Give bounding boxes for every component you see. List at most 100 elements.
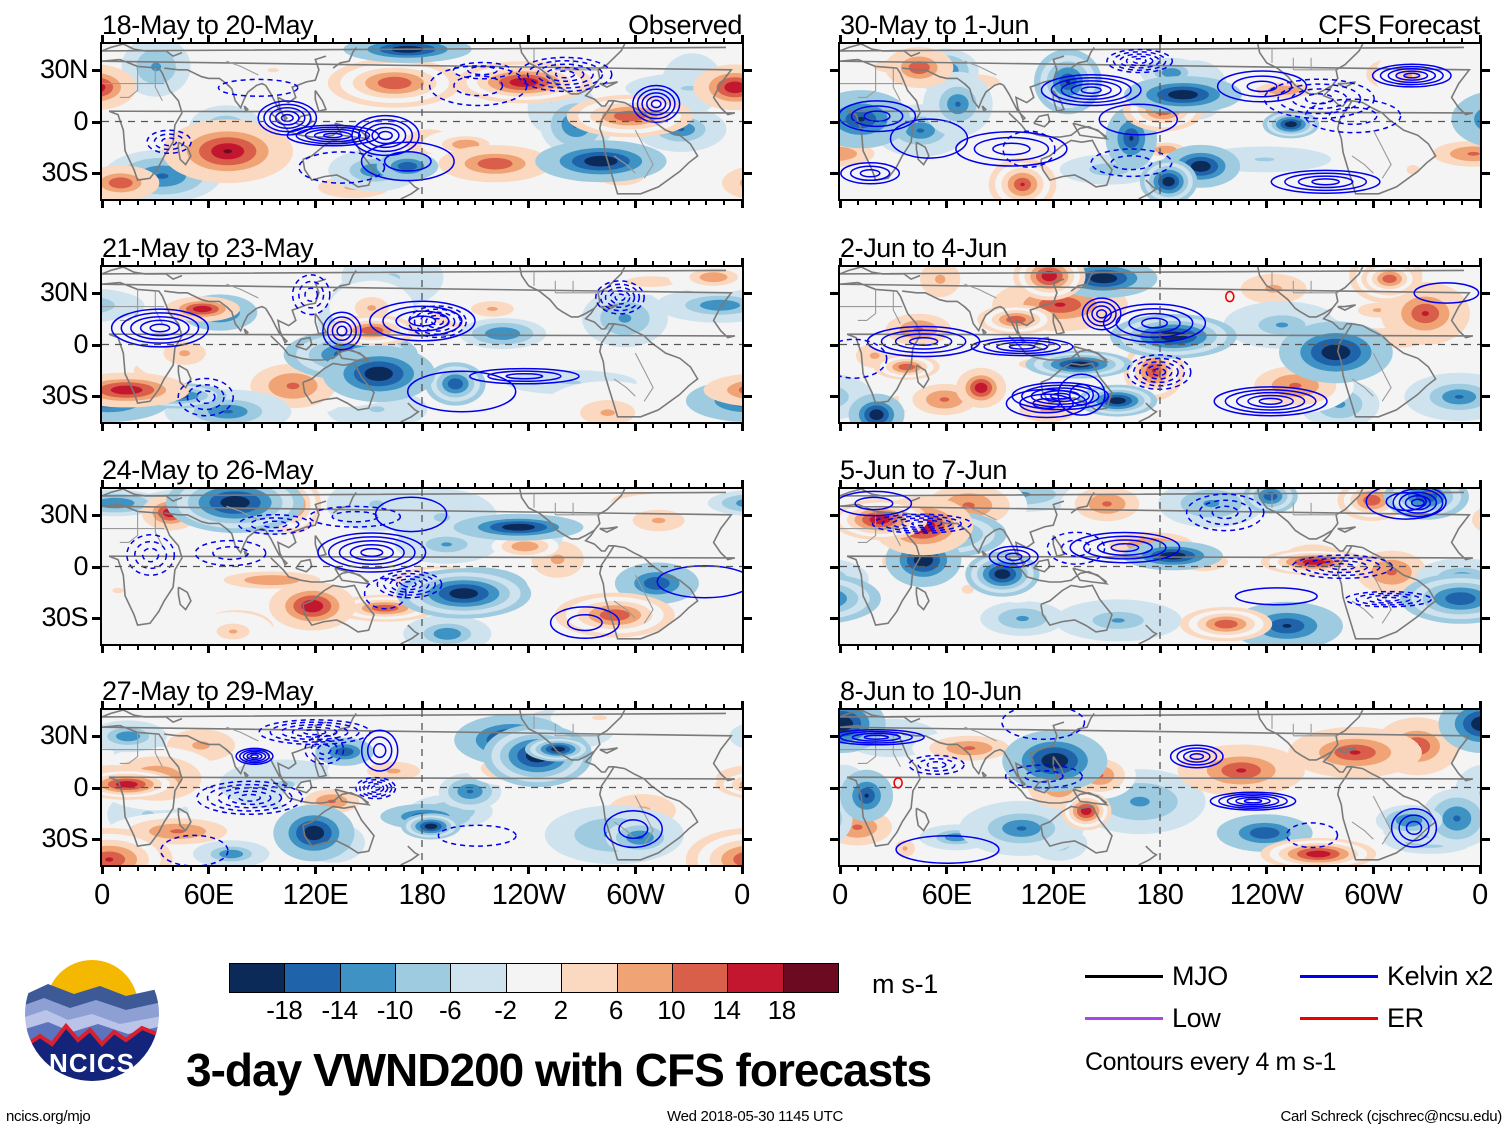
x-tick-mark	[136, 38, 139, 43]
x-tick-mark	[669, 261, 672, 266]
colorbar	[229, 963, 839, 993]
x-tick-mark	[1478, 35, 1482, 43]
x-tick-mark	[1176, 261, 1179, 266]
footer-link[interactable]: ncics.org/mjo	[6, 1108, 91, 1125]
x-tick-mark	[616, 423, 619, 428]
x-tick-label: 60W	[1344, 879, 1403, 911]
x-tick-mark	[892, 261, 895, 266]
x-tick-mark	[349, 704, 352, 709]
x-tick-mark	[1194, 200, 1197, 205]
x-tick-mark	[616, 645, 619, 650]
x-tick-mark	[100, 423, 104, 431]
x-tick-mark	[154, 483, 157, 488]
x-tick-mark	[1247, 645, 1250, 650]
x-tick-mark	[225, 483, 228, 488]
x-tick-mark	[1123, 423, 1126, 428]
x-tick-mark	[349, 261, 352, 266]
x-tick-mark	[963, 704, 966, 709]
x-tick-mark	[1407, 866, 1410, 871]
x-tick-mark	[189, 38, 192, 43]
x-tick-mark	[332, 866, 335, 871]
x-tick-mark	[1194, 704, 1197, 709]
x-tick-mark	[509, 645, 512, 650]
legend-line-swatch	[1300, 1017, 1378, 1020]
x-tick-mark	[154, 261, 157, 266]
x-tick-mark	[999, 200, 1001, 205]
legend-item-low: Low	[1085, 1005, 1221, 1032]
x-tick-mark	[927, 38, 930, 43]
x-tick-mark	[545, 866, 548, 871]
x-tick-mark	[1070, 483, 1073, 488]
x-tick-mark	[892, 200, 895, 205]
x-tick-mark	[1283, 261, 1286, 266]
x-tick-mark	[1407, 704, 1410, 709]
x-tick-mark	[1034, 200, 1037, 205]
x-tick-mark	[527, 258, 531, 266]
y-tick-mark	[92, 617, 101, 621]
y-tick-mark	[830, 617, 839, 621]
x-tick-mark	[945, 423, 949, 431]
x-tick-mark	[118, 38, 121, 43]
x-tick-mark	[278, 866, 281, 871]
map-field	[100, 265, 744, 424]
x-tick-mark	[838, 645, 842, 653]
x-tick-label: 0	[94, 879, 110, 911]
x-tick-mark	[945, 701, 949, 709]
y-tick-mark	[92, 838, 101, 842]
x-tick-mark	[136, 483, 139, 488]
x-tick-mark	[225, 645, 228, 650]
x-tick-mark	[598, 866, 601, 871]
y-tick-mark	[830, 786, 839, 790]
x-tick-mark	[740, 200, 744, 208]
x-tick-mark	[527, 480, 531, 488]
x-tick-mark	[172, 866, 175, 871]
x-tick-mark	[1390, 645, 1393, 650]
x-tick-mark	[1141, 645, 1144, 650]
x-tick-mark	[456, 866, 459, 871]
x-tick-mark	[189, 483, 192, 488]
forecast-label: CFS Forecast	[1318, 10, 1480, 40]
x-tick-mark	[705, 483, 708, 488]
x-tick-mark	[1176, 38, 1179, 43]
x-tick-mark	[1141, 38, 1144, 43]
x-tick-mark	[910, 483, 913, 488]
x-tick-mark	[999, 866, 1001, 871]
x-tick-mark	[1051, 866, 1055, 874]
x-tick-mark	[527, 200, 531, 208]
legend-label: MJO	[1172, 961, 1228, 991]
y-tick-mark	[1481, 343, 1490, 347]
x-tick-mark	[1443, 200, 1446, 205]
x-tick-mark	[1230, 866, 1233, 871]
x-tick-mark	[1141, 200, 1144, 205]
panel-title: 30-May to 1-Jun	[840, 10, 1030, 40]
x-tick-mark	[1141, 704, 1144, 709]
x-tick-mark	[367, 645, 370, 650]
x-tick-mark	[118, 261, 121, 266]
x-tick-label: 0	[1472, 879, 1488, 911]
x-tick-mark	[1212, 423, 1215, 428]
x-tick-mark	[1407, 261, 1410, 266]
x-tick-mark	[332, 423, 335, 428]
x-tick-mark	[616, 38, 619, 43]
x-tick-mark	[261, 261, 263, 266]
x-tick-mark	[1158, 35, 1162, 43]
x-tick-mark	[598, 704, 601, 709]
x-tick-mark	[1301, 200, 1304, 205]
x-tick-mark	[927, 645, 930, 650]
x-tick-mark	[563, 261, 566, 266]
x-tick-mark	[563, 645, 566, 650]
x-tick-mark	[261, 704, 263, 709]
x-tick-mark	[207, 423, 211, 431]
x-tick-mark	[963, 645, 966, 650]
x-tick-label: 180	[1136, 879, 1184, 911]
x-tick-mark	[243, 483, 246, 488]
x-tick-mark	[296, 423, 299, 428]
y-tick-label: 30N	[39, 276, 89, 307]
y-tick-mark	[1481, 513, 1490, 517]
x-tick-mark	[1087, 645, 1090, 650]
x-tick-mark	[1158, 701, 1162, 709]
x-tick-mark	[563, 200, 566, 205]
x-tick-mark	[492, 866, 495, 871]
x-tick-mark	[1461, 261, 1464, 266]
x-tick-mark	[1070, 423, 1073, 428]
